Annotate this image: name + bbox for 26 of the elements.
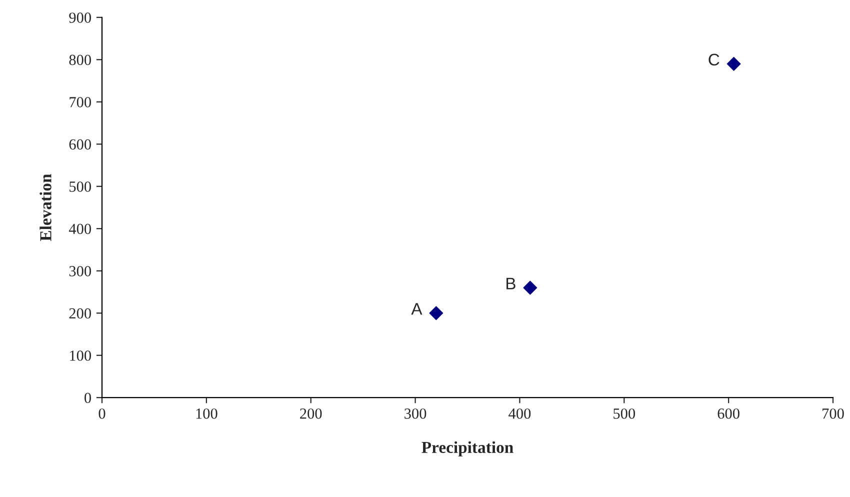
x-tick-label: 100 bbox=[196, 408, 218, 419]
y-tick-label: 0 bbox=[84, 392, 91, 404]
x-tick-label: 200 bbox=[300, 408, 322, 419]
point bbox=[523, 280, 538, 295]
x-tick-label: 0 bbox=[98, 408, 106, 419]
annotation: B bbox=[506, 278, 516, 290]
point bbox=[726, 56, 741, 71]
y-tick-label: 600 bbox=[69, 139, 91, 150]
x-tick-label: 700 bbox=[822, 408, 844, 419]
annotation: C bbox=[708, 54, 720, 66]
y-tick-label: 100 bbox=[70, 350, 91, 361]
y-tick-label: 400 bbox=[68, 224, 91, 234]
annotation: A bbox=[411, 303, 422, 315]
x-axis-title: Precipitation bbox=[422, 441, 514, 456]
point bbox=[429, 306, 444, 320]
y-tick-label: 300 bbox=[69, 266, 91, 276]
x-tick-label: 600 bbox=[718, 408, 740, 419]
y-tick-label: 700 bbox=[70, 97, 91, 108]
x-tick-label: 300 bbox=[404, 408, 426, 419]
y-tick-label: 900 bbox=[69, 12, 91, 23]
y-tick-label: 800 bbox=[69, 54, 91, 66]
y-tick-label: 500 bbox=[70, 182, 91, 192]
x-tick-label: 400 bbox=[508, 408, 531, 419]
x-tick-label: 500 bbox=[614, 408, 636, 419]
y-axis-title: Elevation bbox=[40, 174, 52, 242]
y-tick-label: 200 bbox=[69, 308, 91, 319]
